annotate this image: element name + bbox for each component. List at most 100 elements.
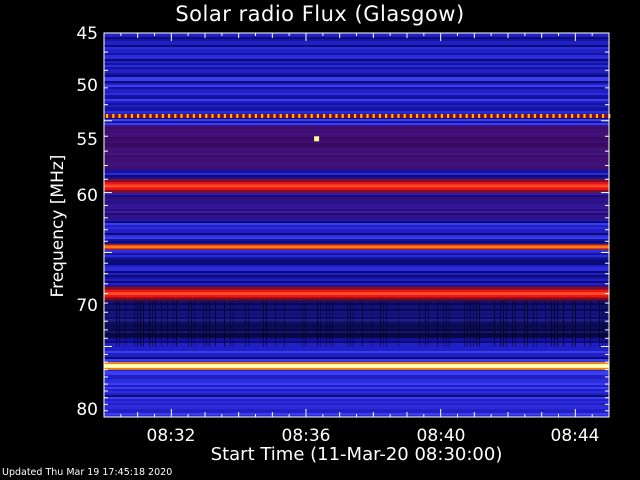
time-streak (191, 298, 192, 347)
emission-dot (360, 114, 363, 119)
spectrogram-row (104, 233, 609, 235)
y-tick-label: 55 (76, 130, 98, 150)
time-streak (419, 298, 420, 347)
spectrogram-row (104, 403, 609, 405)
spectrogram-row (104, 107, 609, 109)
spectrogram-row (104, 49, 609, 51)
y-tick-label: 45 (76, 24, 98, 44)
emission-dot (558, 114, 561, 119)
spectrogram-row (104, 277, 609, 279)
time-streak (380, 298, 381, 347)
emission-dot (180, 114, 183, 119)
spectrogram-row (104, 341, 609, 343)
time-streak (554, 298, 555, 347)
emission-dot (161, 114, 164, 119)
time-streak (398, 298, 399, 347)
spectrogram-row (104, 371, 609, 373)
spectrogram-row (104, 385, 609, 387)
time-streak (524, 298, 525, 347)
emission-dot (589, 114, 592, 119)
emission-dot (143, 114, 146, 119)
emission-dot (397, 114, 400, 119)
emission-dot (422, 114, 425, 119)
spectrogram-row (104, 55, 609, 57)
spectrogram-row (104, 269, 609, 271)
time-streak (602, 298, 603, 347)
emission-dot (378, 114, 381, 119)
spectrogram-row (104, 81, 609, 83)
time-streak (575, 298, 576, 347)
spectrogram-row (104, 369, 609, 371)
band-zone (104, 321, 609, 339)
spectrogram-row (104, 359, 609, 361)
spectrogram-row (104, 271, 609, 273)
emission-dot (527, 114, 530, 119)
time-streak (590, 298, 591, 347)
spectrogram-row (104, 409, 609, 411)
time-streak (203, 298, 204, 347)
time-streak (134, 298, 135, 347)
spectrogram-row (104, 173, 609, 175)
emission-dot (310, 114, 313, 119)
emission-dot (595, 114, 598, 119)
spectrogram-row (104, 119, 609, 121)
spectrogram-row (104, 377, 609, 379)
time-streak (116, 298, 117, 347)
time-streak (317, 298, 318, 347)
emission-dot (459, 114, 462, 119)
time-streak (329, 298, 330, 347)
emission-dot (279, 114, 282, 119)
spectrogram-row (104, 123, 609, 125)
spectrogram-row (104, 223, 609, 225)
emission-dot (391, 114, 394, 119)
x-tick-label: 08:32 (146, 426, 196, 446)
emission-dot (484, 114, 487, 119)
spectrogram-row (104, 273, 609, 275)
spectrogram-row (104, 267, 609, 269)
time-streak (143, 298, 144, 347)
spectrogram-row (104, 283, 609, 285)
emission-dot (453, 114, 456, 119)
time-streak (152, 298, 153, 347)
x-tick-label: 08:36 (281, 426, 331, 446)
emission-dot (137, 114, 140, 119)
x-tick-label: 08:40 (416, 426, 466, 446)
time-streak (533, 298, 534, 347)
spectrogram-row (104, 373, 609, 375)
time-streak (572, 298, 573, 347)
emission-dot (112, 114, 115, 119)
emission-dot (465, 114, 468, 119)
emission-dot (285, 114, 288, 119)
spectrogram-row (104, 103, 609, 105)
time-streak (176, 298, 177, 347)
spectrogram-row (104, 83, 609, 85)
spectrogram-row (104, 345, 609, 347)
spectrogram-row (104, 193, 609, 195)
time-streak (557, 298, 558, 347)
emission-dot (329, 114, 332, 119)
spectrogram-row (104, 99, 609, 101)
emission-band (104, 245, 609, 249)
emission-dot (502, 114, 505, 119)
spectrogram-row (104, 97, 609, 99)
emission-dot (341, 114, 344, 119)
spectrogram-row (104, 95, 609, 97)
emission-dot (261, 114, 264, 119)
time-streak (263, 298, 264, 347)
emission-dot (273, 114, 276, 119)
y-tick-label: 70 (76, 296, 98, 316)
spectrogram-row (104, 347, 609, 349)
time-streak (119, 298, 120, 347)
spectrogram-row (104, 251, 609, 253)
time-streak (536, 298, 537, 347)
spectrogram-row (104, 255, 609, 257)
spectrogram-row (104, 249, 609, 251)
spectrogram-row (104, 89, 609, 91)
spectrogram-row (104, 275, 609, 277)
spectrogram-row (104, 109, 609, 111)
time-streak (362, 298, 363, 347)
spectrogram-row (104, 375, 609, 377)
spectrogram-row (104, 47, 609, 49)
spectrogram-row (104, 75, 609, 77)
spectrogram-row (104, 227, 609, 229)
